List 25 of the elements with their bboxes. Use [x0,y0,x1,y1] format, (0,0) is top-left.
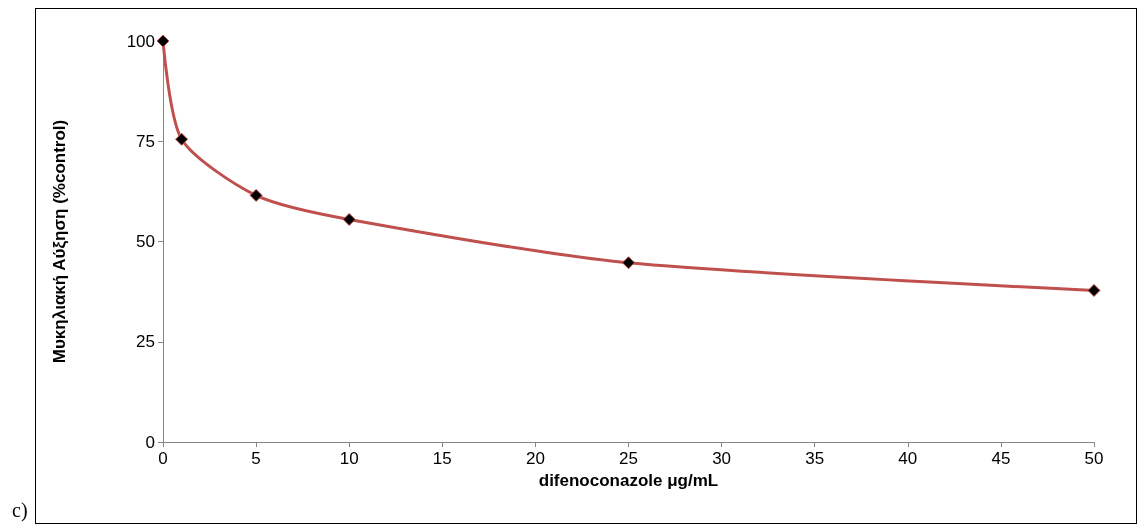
point [1087,283,1101,297]
point [156,34,170,48]
x-tick-label: 25 [619,449,638,468]
x-tick-label: 5 [251,449,261,468]
x-tick-label: 50 [1084,449,1104,468]
y-tick-label: 50 [136,232,155,251]
x-tick-label: 15 [432,449,452,468]
x-tick-label: 45 [991,449,1011,468]
point [249,188,263,202]
x-tick-label: 20 [525,449,545,468]
x-tick-label: 30 [712,449,732,468]
y-tick-label: 0 [145,432,155,452]
point [342,212,356,226]
x-tick-label: 35 [805,449,825,468]
x-axis-title: difenoconazole μg/mL [538,471,719,490]
x-tick-label: 0 [158,449,168,468]
y-tick-label: 75 [136,131,155,151]
x-tick-label: 40 [898,449,918,468]
point [622,256,635,270]
x-tick-label: 10 [339,449,359,468]
y-tick-label: 25 [136,332,155,352]
y-axis-title: Μυκηλιακή Αύξηση (%control) [50,119,69,364]
y-tick-label: 100 [126,31,155,51]
point [175,132,189,146]
text: c) [12,499,28,522]
